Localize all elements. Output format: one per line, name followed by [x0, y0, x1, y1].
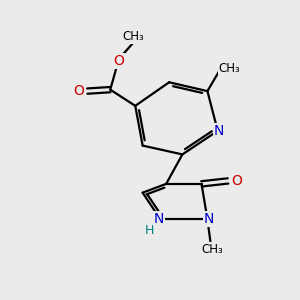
Text: O: O: [113, 54, 124, 68]
Text: N: N: [154, 212, 164, 226]
Text: methyl: methyl: [131, 34, 136, 35]
Text: CH₃: CH₃: [201, 243, 223, 256]
Text: O: O: [231, 174, 242, 188]
Text: N: N: [214, 124, 224, 138]
Text: H: H: [144, 224, 154, 237]
Text: CH₃: CH₃: [219, 61, 240, 75]
Text: O: O: [74, 84, 85, 98]
Text: CH₃: CH₃: [123, 30, 144, 43]
Text: N: N: [204, 212, 214, 226]
